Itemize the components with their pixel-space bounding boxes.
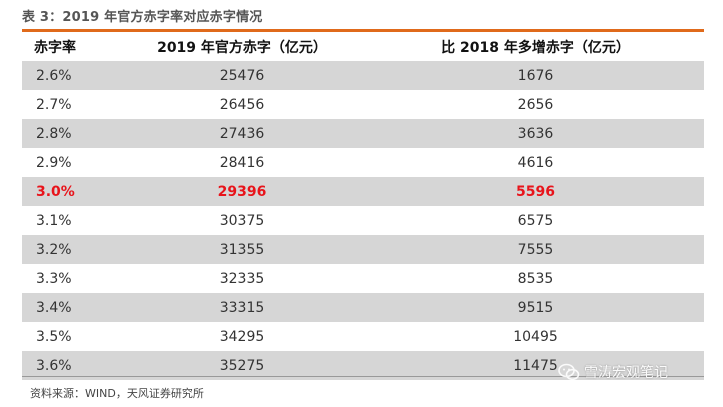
- table-row: 2.7% 26456 2656: [22, 90, 704, 119]
- cell-deficit-rate: 2.7%: [36, 96, 72, 113]
- table-header-row: 赤字率 2019 年官方赤字（亿元） 比 2018 年多增赤字（亿元）: [22, 33, 704, 61]
- table-row: 2.9% 28416 4616: [22, 148, 704, 177]
- cell-increase-vs-2018: 7555: [367, 235, 704, 264]
- top-accent-rule: [22, 29, 704, 32]
- cell-increase-vs-2018: 11475: [367, 351, 704, 380]
- table-caption: 表 3：2019 年官方赤字率对应赤字情况: [22, 10, 263, 25]
- header-increase-vs-2018: 比 2018 年多增赤字（亿元）: [441, 40, 630, 56]
- cell-increase-vs-2018: 1676: [367, 61, 704, 90]
- table-row: 2.8% 27436 3636: [22, 119, 704, 148]
- deficit-table: 赤字率 2019 年官方赤字（亿元） 比 2018 年多增赤字（亿元） 2.6%…: [22, 33, 704, 380]
- table-row: 3.5% 34295 10495: [22, 322, 704, 351]
- cell-official-deficit: 28416: [219, 154, 265, 171]
- cell-deficit-rate: 3.1%: [36, 212, 72, 229]
- cell-increase-vs-2018: 10495: [513, 328, 558, 345]
- header-deficit-rate: 赤字率: [34, 40, 76, 56]
- cell-official-deficit: 32335: [219, 270, 265, 287]
- table-row: 3.3% 32335 8535: [22, 264, 704, 293]
- cell-increase-vs-2018: 3636: [367, 119, 704, 148]
- table-row: 3.6% 35275 11475: [22, 351, 704, 380]
- cell-deficit-rate: 3.4%: [22, 293, 117, 322]
- header-official-deficit: 2019 年官方赤字（亿元）: [157, 40, 327, 56]
- cell-official-deficit: 30375: [219, 212, 265, 229]
- cell-official-deficit: 34295: [219, 328, 265, 345]
- cell-official-deficit: 26456: [219, 96, 265, 113]
- watermark: 雪涛宏观笔记: [558, 362, 668, 382]
- cell-deficit-rate: 2.8%: [22, 119, 117, 148]
- cell-deficit-rate: 3.6%: [22, 351, 117, 380]
- table-row: 3.1% 30375 6575: [22, 206, 704, 235]
- bottom-rule: [22, 376, 704, 377]
- cell-deficit-rate: 2.9%: [36, 154, 72, 171]
- cell-increase-vs-2018: 9515: [367, 293, 704, 322]
- cell-official-deficit: 33315: [117, 293, 367, 322]
- cell-official-deficit: 29396: [117, 177, 367, 206]
- cell-deficit-rate: 3.2%: [22, 235, 117, 264]
- cell-increase-vs-2018: 6575: [517, 212, 554, 229]
- deficit-table-container: 赤字率 2019 年官方赤字（亿元） 比 2018 年多增赤字（亿元） 2.6%…: [22, 33, 704, 380]
- cell-official-deficit: 35275: [117, 351, 367, 380]
- cell-increase-vs-2018: 4616: [517, 154, 554, 171]
- cell-increase-vs-2018: 5596: [367, 177, 704, 206]
- cell-increase-vs-2018: 2656: [517, 96, 554, 113]
- cell-deficit-rate: 3.5%: [36, 328, 72, 345]
- source-note: 资料来源：WIND，天风证券研究所: [30, 387, 204, 400]
- table-row: 3.4% 33315 9515: [22, 293, 704, 322]
- cell-deficit-rate: 3.3%: [36, 270, 72, 287]
- cell-deficit-rate: 2.6%: [22, 61, 117, 90]
- cell-increase-vs-2018: 8535: [517, 270, 554, 287]
- table-row: 3.2% 31355 7555: [22, 235, 704, 264]
- cell-official-deficit: 31355: [117, 235, 367, 264]
- watermark-text: 雪涛宏观笔记: [584, 365, 668, 381]
- table-row: 2.6% 25476 1676: [22, 61, 704, 90]
- table-body: 2.6% 25476 1676 2.7% 26456 2656 2.8% 27436 3636 2…: [22, 61, 704, 380]
- cell-deficit-rate: 3.0%: [22, 177, 117, 206]
- table-row: 3.0% 29396 5596: [22, 177, 704, 206]
- cell-official-deficit: 27436: [117, 119, 367, 148]
- wechat-icon: [558, 363, 580, 381]
- cell-official-deficit: 25476: [117, 61, 367, 90]
